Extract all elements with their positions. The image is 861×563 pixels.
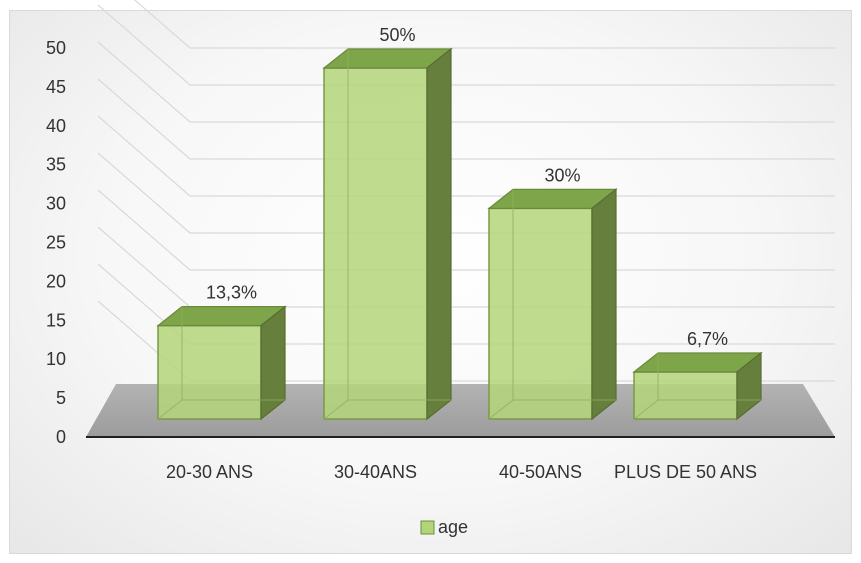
x-category-label: 40-50ANS: [499, 462, 582, 482]
y-tick-label: 25: [46, 233, 66, 253]
y-tick-label: 10: [46, 349, 66, 369]
gridline: [97, 41, 835, 123]
legend-swatch-age: [420, 520, 435, 535]
y-tick-label: 35: [46, 155, 66, 175]
bar-front-face: [157, 324, 262, 420]
gridline: [97, 78, 835, 160]
gridline: [97, 152, 835, 234]
y-tick-label: 40: [46, 116, 66, 136]
bar-side-face: [591, 188, 617, 421]
bar-front-face: [323, 67, 428, 420]
bar-inner-edge: [633, 399, 659, 420]
y-tick-label: 30: [46, 194, 66, 214]
gridline: [97, 4, 835, 86]
x-category-label: 20-30 ANS: [166, 462, 253, 482]
bar: [322, 47, 453, 421]
bar: [632, 351, 763, 421]
bar-inner-edge: [323, 399, 349, 420]
gridline: [133, 0, 835, 49]
bar-front-face: [488, 207, 593, 420]
gridline: [97, 115, 835, 197]
x-category-label: 30-40ANS: [334, 462, 417, 482]
bar-side-face: [260, 305, 286, 421]
gridline: [97, 189, 835, 271]
bar: [487, 188, 618, 421]
bar: [156, 305, 287, 421]
y-tick-label: 5: [56, 388, 66, 408]
y-tick-label: 0: [56, 427, 66, 447]
bar-inner-edge: [488, 399, 514, 420]
data-label: 30%: [544, 165, 580, 185]
bar-inner-edge: [157, 399, 183, 420]
y-tick-label: 45: [46, 77, 66, 97]
y-tick-label: 15: [46, 310, 66, 330]
data-label: 6,7%: [687, 329, 728, 349]
bar-side-face: [426, 47, 452, 421]
data-label: 13,3%: [206, 283, 257, 303]
y-tick-label: 20: [46, 271, 66, 291]
y-tick-label: 50: [46, 38, 66, 58]
x-category-label: PLUS DE 50 ANS: [614, 462, 757, 482]
bar-front-face: [633, 371, 738, 420]
data-label: 50%: [379, 25, 415, 45]
legend-entry-age: age: [438, 517, 468, 537]
